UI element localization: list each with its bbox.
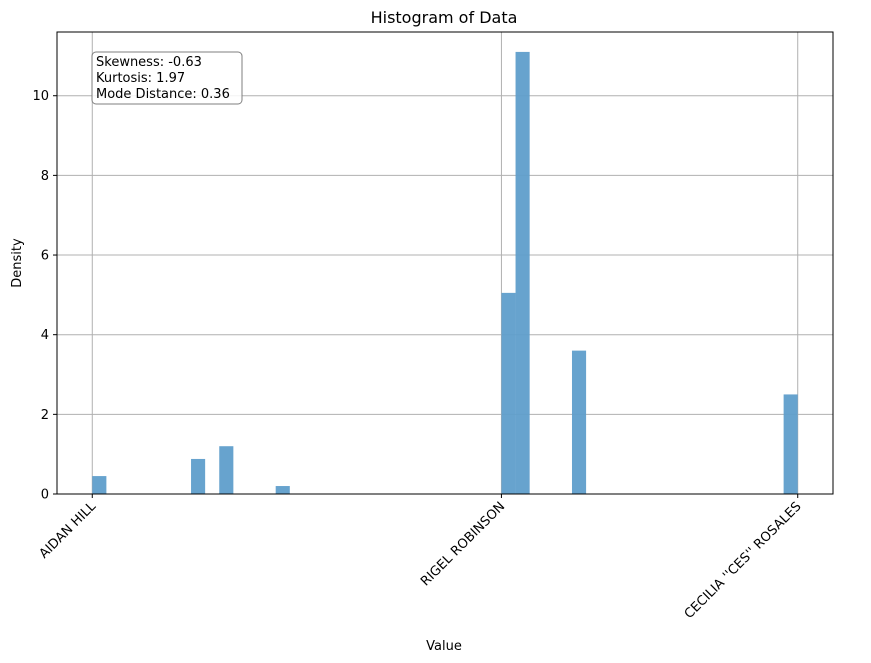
y-axis-ticks: 0 2 4 6 8 10	[32, 89, 57, 503]
histogram-bar	[92, 476, 107, 494]
histogram-bar	[219, 446, 234, 494]
y-tick-label: 8	[41, 169, 49, 184]
histogram-bars	[92, 51, 798, 495]
x-tick-label: RIGEL ROBINSON	[418, 499, 508, 589]
stats-skewness: Skewness: -0.63	[96, 55, 202, 70]
stats-annotation-box: Skewness: -0.63 Kurtosis: 1.97 Mode Dist…	[91, 51, 243, 105]
histogram-bar	[571, 350, 587, 494]
y-tick-label: 2	[41, 408, 49, 423]
x-tick-label: CECILIA ''CES'' ROSALES	[682, 499, 805, 622]
histogram-bar	[515, 51, 530, 495]
histogram-bar	[275, 486, 290, 494]
stats-kurtosis: Kurtosis: 1.97	[96, 71, 185, 86]
y-tick-label: 6	[41, 249, 49, 264]
chart-title: Histogram of Data	[371, 8, 518, 27]
y-axis-label: Density	[10, 238, 25, 288]
stats-mode-distance: Mode Distance: 0.36	[96, 87, 230, 102]
y-tick-label: 4	[41, 328, 49, 343]
y-tick-label: 0	[41, 488, 49, 503]
plot-frame	[56, 31, 834, 495]
y-tick-label: 10	[32, 89, 49, 104]
x-axis-label: Value	[426, 639, 462, 654]
histogram-bar	[191, 458, 206, 494]
histogram-bar	[783, 394, 798, 494]
x-tick-label: AIDAN HILL	[37, 499, 100, 562]
histogram-bar	[501, 292, 516, 494]
x-axis-ticks: AIDAN HILL RIGEL ROBINSON CECILIA ''CES'' …	[37, 494, 805, 622]
stats-box-background	[91, 51, 243, 105]
